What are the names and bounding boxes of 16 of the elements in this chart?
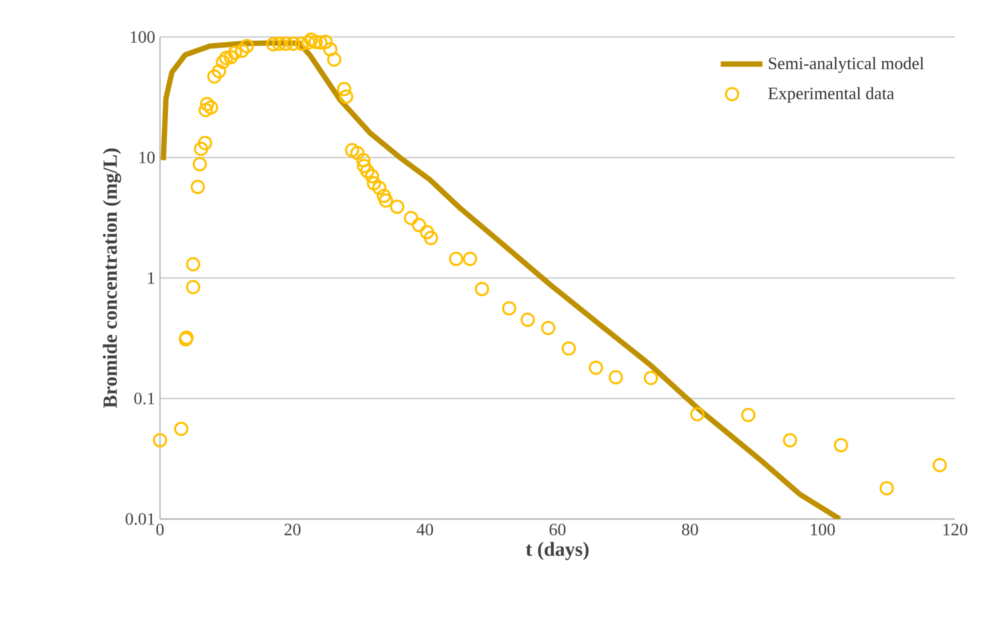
y-tick-label: 0.01 [126, 513, 154, 525]
legend-label: Semi-analytical model [768, 57, 924, 73]
y-tick-label: 1 [148, 272, 154, 284]
x-tick-label: 40 [416, 524, 434, 536]
x-tick-label: 0 [156, 524, 164, 536]
y-axis-title: Bromide concentration (mg/L) [102, 148, 122, 408]
x-tick-label: 100 [811, 524, 835, 536]
legend-label: Experimental data [768, 87, 894, 103]
y-tick-label: 100 [130, 31, 155, 43]
x-axis-title: t (days) [526, 542, 589, 560]
x-tick-label: 80 [682, 524, 698, 536]
x-tick-label: 120 [944, 524, 968, 536]
x-tick-label: 20 [284, 524, 301, 536]
x-tick-label: 60 [550, 524, 566, 536]
y-tick-label: 0.1 [134, 392, 154, 404]
y-tick-label: 10 [139, 152, 155, 164]
